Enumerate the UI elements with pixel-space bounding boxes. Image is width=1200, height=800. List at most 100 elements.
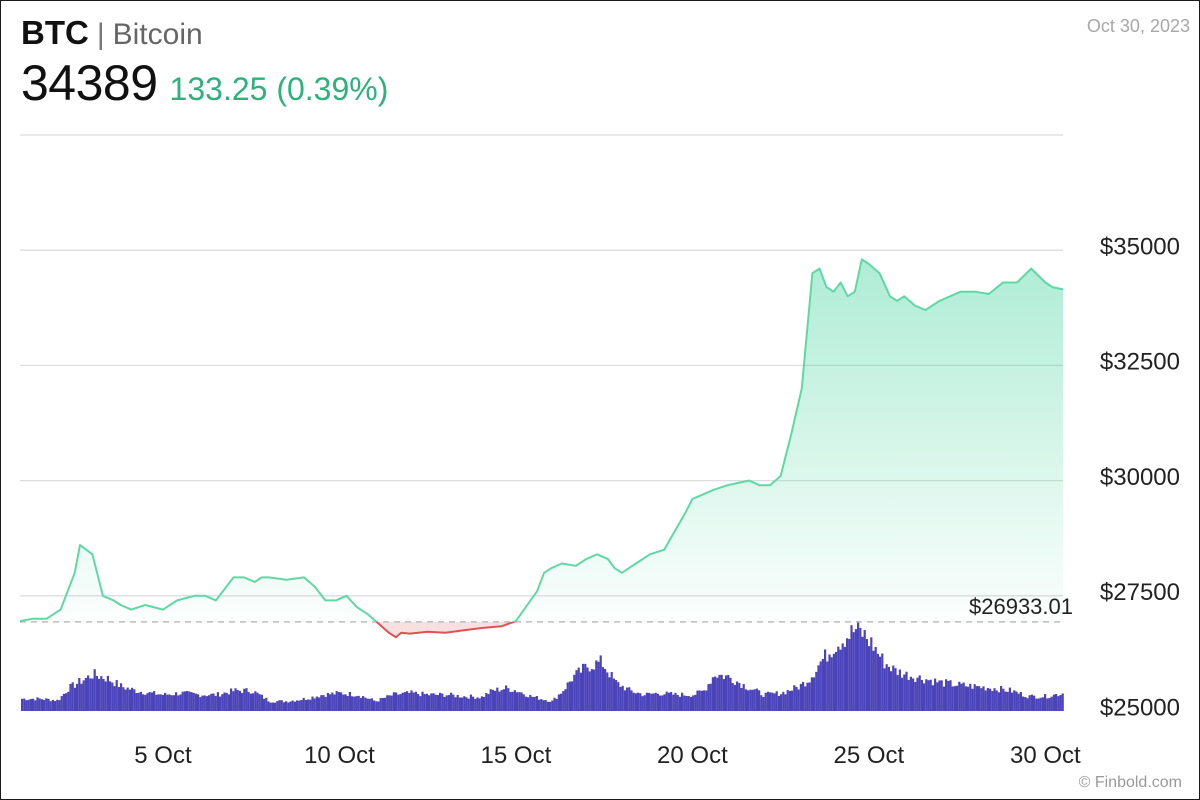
volume-bar — [73, 687, 76, 711]
volume-bar — [133, 689, 136, 711]
volume-bar — [628, 687, 631, 711]
volume-bar — [799, 683, 802, 711]
volume-bar — [227, 694, 230, 711]
volume-bar — [940, 680, 943, 711]
volume-bar — [907, 679, 910, 711]
volume-bar — [705, 690, 708, 711]
volume-bar — [731, 682, 734, 711]
x-tick-label: 5 Oct — [134, 742, 192, 769]
volume-bar — [857, 621, 860, 711]
volume-bar — [434, 694, 437, 711]
volume-bar — [69, 683, 72, 711]
volume-bar — [775, 691, 778, 711]
volume-bar — [773, 693, 776, 711]
volume-bar — [115, 680, 118, 711]
volume-bar — [898, 669, 901, 711]
volume-bar — [850, 625, 853, 711]
volume-bar — [826, 661, 829, 711]
volume-bar — [920, 680, 923, 711]
volume-bar — [593, 669, 596, 711]
volume-bar — [557, 694, 560, 711]
volume-bar — [194, 693, 197, 711]
volume-bar — [582, 663, 585, 711]
volume-bar — [969, 683, 972, 711]
volume-bar — [901, 677, 904, 711]
volume-bar — [210, 693, 213, 711]
volume-bar — [346, 695, 349, 711]
volume-bar — [395, 692, 398, 711]
volume-bar — [401, 692, 404, 711]
volume-bar — [700, 690, 703, 711]
volume-bar — [293, 701, 296, 711]
volume-bar — [694, 694, 697, 711]
volume-bar — [989, 688, 992, 711]
volume-bar — [751, 689, 754, 711]
volume-bar — [584, 663, 587, 711]
source-credit: © Finbold.com — [1078, 774, 1182, 791]
volume-bar — [36, 697, 39, 711]
volume-bar — [300, 700, 303, 711]
volume-bar — [546, 701, 549, 711]
volume-bar — [808, 682, 811, 711]
volume-bar — [423, 694, 426, 711]
volume-bar — [634, 693, 637, 711]
price-line: 34389 133.25 (0.39%) — [21, 54, 388, 112]
volume-bar — [498, 691, 501, 711]
volume-bar — [1011, 692, 1014, 711]
volume-bar — [995, 690, 998, 711]
volume-bar — [131, 687, 134, 711]
volume-bar — [285, 701, 288, 711]
volume-bar — [859, 627, 862, 711]
volume-bar — [364, 697, 367, 711]
volume-bar — [238, 690, 241, 711]
volume-bar — [146, 693, 149, 711]
volume-bar — [760, 695, 763, 711]
volume-bar — [883, 668, 886, 711]
volume-bar — [742, 684, 745, 711]
volume-bar — [507, 688, 510, 711]
volume-bar — [280, 700, 283, 711]
volume-bar — [619, 686, 622, 711]
volume-bar — [520, 692, 523, 711]
volume-bar — [489, 689, 492, 711]
volume-bar — [916, 677, 919, 711]
volume-bar — [544, 700, 547, 711]
volume-bar — [139, 691, 142, 711]
volume-bar — [91, 678, 94, 711]
volume-bar — [384, 697, 387, 711]
volume-bar — [150, 692, 153, 711]
volume-bar — [58, 700, 61, 711]
volume-bar — [621, 685, 624, 711]
volume-bar — [381, 697, 384, 711]
volume-bar — [355, 696, 358, 711]
volume-bar — [540, 699, 543, 711]
volume-bar — [531, 696, 534, 711]
volume-bar — [403, 692, 406, 711]
volume-bar — [432, 693, 435, 711]
volume-bar — [386, 695, 389, 711]
volume-bar — [892, 665, 895, 711]
volume-bar — [716, 677, 719, 711]
volume-bar — [469, 694, 472, 711]
volume-bar — [447, 695, 450, 711]
volume-bar — [148, 692, 151, 711]
volume-bar — [714, 676, 717, 711]
volume-bar — [214, 695, 217, 711]
volume-bar — [344, 694, 347, 711]
volume-bar — [663, 694, 666, 711]
x-tick-label: 15 Oct — [481, 742, 552, 769]
volume-bar — [60, 696, 63, 711]
volume-bar — [962, 682, 965, 711]
volume-bar — [124, 689, 127, 711]
volume-bar — [260, 694, 263, 711]
volume-bar — [782, 691, 785, 711]
volume-bar — [890, 671, 893, 711]
volume-bar — [263, 698, 266, 711]
volume-bar — [795, 686, 798, 711]
volume-bar — [282, 702, 285, 711]
volume-bar — [56, 699, 59, 711]
volume-bar — [230, 688, 233, 711]
volume-bar — [87, 675, 90, 711]
volume-bar — [835, 651, 838, 711]
volume-bar — [595, 660, 598, 711]
